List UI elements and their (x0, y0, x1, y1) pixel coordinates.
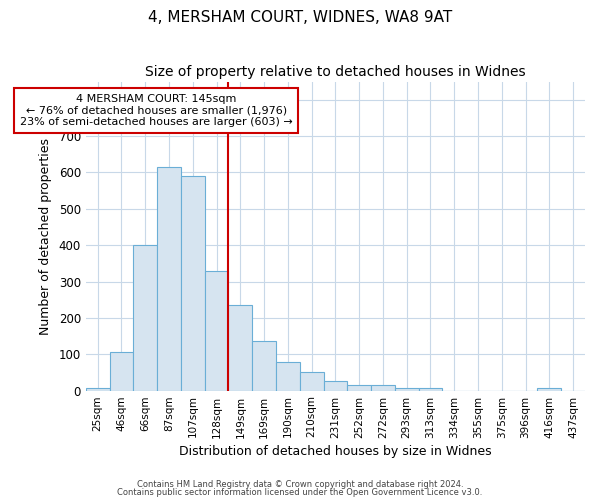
Bar (133, 245, 157, 390)
Bar (395, 388, 419, 390)
Text: 4, MERSHAM COURT, WIDNES, WA8 9AT: 4, MERSHAM COURT, WIDNES, WA8 9AT (148, 10, 452, 25)
Text: Contains public sector information licensed under the Open Government Licence v3: Contains public sector information licen… (118, 488, 482, 497)
Bar (347, 385, 371, 390)
Bar (157, 167, 181, 390)
Text: Contains HM Land Registry data © Crown copyright and database right 2024.: Contains HM Land Registry data © Crown c… (137, 480, 463, 489)
Bar (252, 342, 276, 390)
Text: 4 MERSHAM COURT: 145sqm
← 76% of detached houses are smaller (1,976)
23% of semi: 4 MERSHAM COURT: 145sqm ← 76% of detache… (20, 94, 293, 127)
Bar (419, 388, 442, 390)
Title: Size of property relative to detached houses in Widnes: Size of property relative to detached ho… (145, 65, 526, 79)
Bar (276, 362, 300, 390)
Bar (110, 352, 133, 391)
X-axis label: Distribution of detached houses by size in Widnes: Distribution of detached houses by size … (179, 444, 492, 458)
Bar (371, 385, 395, 390)
Bar (538, 388, 561, 390)
Bar (181, 176, 205, 390)
Bar (323, 382, 347, 390)
Bar (229, 305, 252, 390)
Bar (205, 270, 229, 390)
Bar (300, 372, 323, 390)
Bar (86, 388, 110, 390)
Y-axis label: Number of detached properties: Number of detached properties (39, 138, 52, 334)
